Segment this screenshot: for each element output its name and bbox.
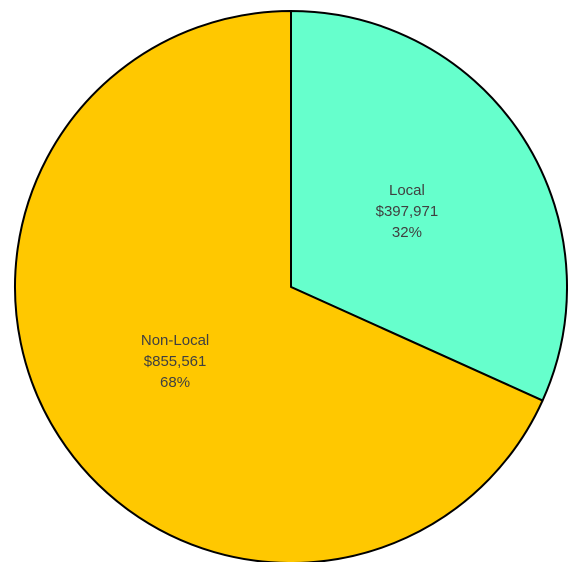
value-label: $397,971 [376, 203, 439, 220]
slice-label: Local [389, 182, 425, 199]
percentage-label: 32% [392, 224, 422, 241]
value-label: $855,561 [144, 353, 207, 370]
pie-slice [14, 10, 544, 562]
slice-label: Non-Local [141, 332, 209, 349]
percentage-label: 68% [160, 374, 190, 391]
pie-slice [290, 10, 568, 402]
